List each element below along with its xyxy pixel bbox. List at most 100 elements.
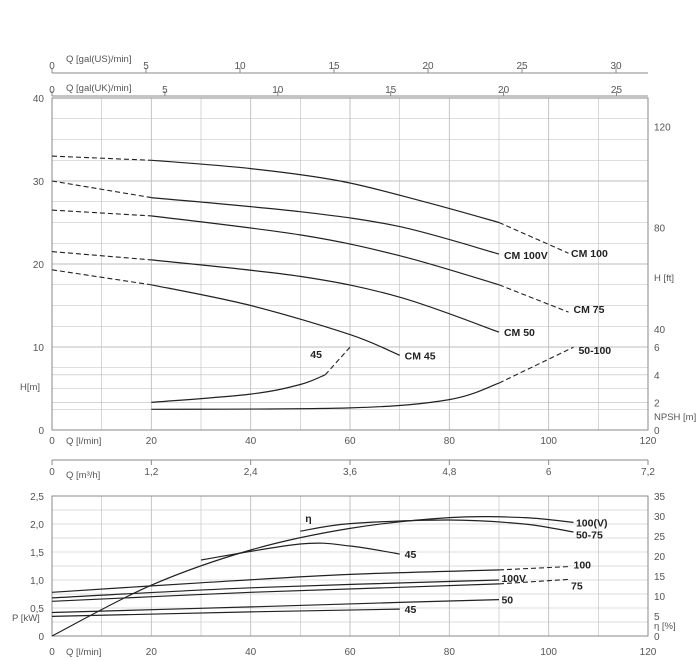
label-power-75: 75: [571, 581, 583, 593]
label-power-50: 50: [501, 595, 513, 607]
m3h-tick-label: 6: [546, 467, 552, 478]
npsh-curve-50-100: [151, 382, 500, 410]
ft-tick-label: 40: [654, 325, 666, 336]
npsh-tick-label: 4: [654, 371, 660, 382]
gal-us-axis-label: Q [gal(US)/min]: [66, 54, 131, 65]
power-curve-50: [51, 599, 500, 614]
gal-us-tick-label: 30: [610, 61, 622, 72]
npsh-tick-label: 6: [654, 343, 660, 354]
power-x-tick-label: 20: [146, 647, 158, 658]
efficiency-curve-100-v: [51, 515, 574, 637]
gal-us-tick-label: 20: [422, 61, 434, 72]
curve-cm-100-dashed-end: [498, 221, 569, 254]
m3h-tick-label: 3,6: [343, 467, 357, 478]
power-x-tick-label: 100: [540, 647, 557, 658]
gal-uk-tick-label: 25: [611, 85, 623, 96]
head-x-tick-label: 80: [444, 436, 456, 447]
gal-uk-tick-label: 15: [385, 85, 397, 96]
npsh-tick-label: 2: [654, 398, 660, 409]
eta-tick-label: 30: [654, 512, 666, 523]
m3h-axis-label: Q [m³/h]: [66, 470, 100, 481]
label-cm-100: CM 100: [571, 248, 608, 260]
ft-tick-label: 80: [654, 224, 666, 235]
m3h-tick-label: 4,8: [442, 467, 456, 478]
head-chart-series: [51, 155, 574, 410]
ft-axis-label: H [ft]: [654, 273, 674, 284]
curve-cm-75-dashed-start: [51, 209, 152, 217]
power-x-axis-label: Q [l/min]: [66, 647, 101, 658]
label-npsh-45: 45: [310, 349, 322, 361]
gal-uk-tick-label: 5: [162, 85, 168, 96]
head-chart-grid: [51, 97, 649, 431]
curve-cm-100v-dashed-start: [51, 180, 152, 199]
power-chart-ticks: Q [m³/h] 0 1,2 2,4 3,6 4,8 6 7,2 0 0,5 1,0 1,5 2,0 2,…: [12, 460, 676, 658]
efficiency-curve-50-75: [300, 519, 574, 533]
label-power-100: 100: [574, 559, 592, 571]
power-chart-series: [51, 515, 574, 637]
power-x-tick-label: 0: [49, 647, 55, 658]
power-y-tick-label: 2,5: [30, 492, 44, 503]
eta-axis-label: η [%]: [654, 621, 676, 632]
head-chart-ticks: Q [gal(US)/min]0 5 10 15 20 25 30Q [gal(UK)/mi…: [20, 54, 696, 447]
gal-us-tick-label: 0: [49, 61, 55, 72]
curve-cm-100-dashed-start: [51, 155, 152, 161]
head-x-axis-label: Q [l/min]: [66, 436, 101, 447]
head-x-tick-label: 0: [49, 436, 55, 447]
eta-tick-label: 20: [654, 552, 666, 563]
npsh-curve-45: [151, 374, 326, 403]
label-eta-100v: 100(V): [576, 517, 608, 529]
eta-tick-label: 15: [654, 572, 666, 583]
m3h-tick-label: 2,4: [244, 467, 258, 478]
power-plot-frame: [51, 495, 649, 637]
power-x-tick-label: 40: [245, 647, 257, 658]
m3h-tick-label: 0: [49, 467, 55, 478]
curve-cm-50: [151, 259, 500, 333]
head-x-tick-label: 60: [344, 436, 356, 447]
head-y-axis-label: H[m]: [20, 382, 40, 393]
gal-uk-axis-label: Q [gal(UK)/min]: [66, 83, 131, 94]
head-chart-labels: CM 100 CM 100V CM 75 CM 50 CM 45 45 50-100: [310, 248, 611, 362]
power-curve-75: [51, 583, 500, 602]
head-y-tick-label: 20: [33, 260, 45, 271]
eta-tick-label: 10: [654, 592, 666, 603]
label-power-100v: 100V: [501, 573, 526, 585]
power-x-tick-label: 80: [444, 647, 456, 658]
curve-cm-50-dashed-start: [51, 251, 152, 261]
label-npsh-50-100: 50-100: [578, 345, 611, 357]
power-curve-100: [51, 569, 500, 593]
gal-uk-tick-label: 0: [49, 85, 55, 96]
power-y-tick-label: 0,5: [30, 604, 44, 615]
gal-us-tick-label: 25: [516, 61, 528, 72]
head-plot-frame: [51, 97, 649, 431]
power-y-tick-label: 1,5: [30, 548, 44, 559]
npsh-curve-45-dashed: [324, 346, 351, 376]
power-curve-75-dashed: [498, 578, 569, 585]
npsh-tick-label: 0: [654, 426, 660, 437]
power-chart-labels: η 100(V)50-75 45 100 100V 75 50 45: [305, 513, 607, 616]
gal-us-tick-label: 15: [328, 61, 340, 72]
eta-tick-label: 25: [654, 532, 666, 543]
curve-cm-100: [151, 159, 500, 224]
head-chart-frame: [51, 72, 649, 431]
head-y-tick-label: 0: [38, 426, 44, 437]
curve-cm-75: [151, 215, 500, 286]
head-x-tick-label: 120: [640, 436, 657, 447]
eta-tick-label: 0: [654, 632, 660, 643]
head-y-tick-label: 10: [33, 343, 45, 354]
power-chart-grid: [51, 495, 649, 637]
curve-cm-75-dashed-end: [498, 284, 569, 313]
label-eta-45: 45: [405, 549, 417, 561]
label-cm-45: CM 45: [405, 350, 436, 362]
efficiency-curve-45: [200, 542, 400, 561]
power-y-tick-label: 1,0: [30, 576, 44, 587]
m3h-tick-label: 7,2: [641, 467, 655, 478]
eta-tick-label: 35: [654, 492, 666, 503]
power-curve-45: [51, 608, 400, 617]
curve-cm-45: [151, 284, 400, 356]
head-x-tick-label: 100: [540, 436, 557, 447]
label-eta-50-75: 50-75: [576, 530, 603, 542]
gal-us-tick-label: 5: [143, 61, 149, 72]
label-power-45: 45: [405, 604, 417, 616]
gal-uk-tick-label: 20: [498, 85, 510, 96]
